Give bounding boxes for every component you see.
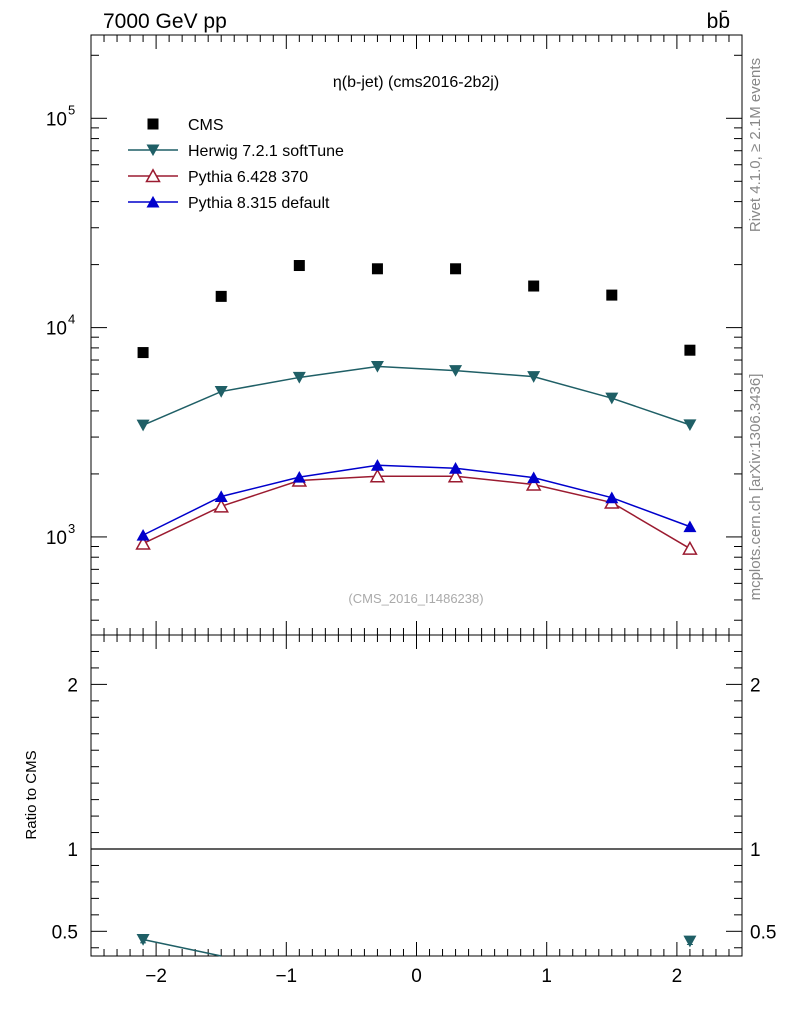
legend-label-cms: CMS <box>188 117 224 134</box>
ratio-ylabel: Ratio to CMS <box>23 750 40 839</box>
pythia-6-428-370-line <box>142 475 691 550</box>
legend-label-herwig-7-2-1-softtune: Herwig 7.2.1 softTune <box>188 143 344 160</box>
ratio-panel: Ratio to CMS 0.5 0.5 1 1 2 2 −2 −1 0 1 2 <box>23 634 776 987</box>
legend-marker-pythia-8-315-default <box>146 195 160 208</box>
mcplots-label: mcplots.cern.ch [arXiv:1306.3436] <box>747 374 764 601</box>
cms-point <box>293 260 305 272</box>
herwig-7-2-1-softtune-ratio-line <box>142 938 222 957</box>
ratio-y-tick-label-left: 0.5 <box>52 922 78 943</box>
herwig-7-2-1-softtune-ratio-point <box>683 935 697 948</box>
x-tick-label: 1 <box>541 966 552 987</box>
herwig-7-2-1-softtune-line <box>142 365 691 426</box>
pythia-6-428-370-point <box>682 540 698 555</box>
legend-marker-pythia-6-428-370 <box>145 168 161 183</box>
herwig-7-2-1-softtune-point <box>683 419 697 432</box>
cms-point <box>606 289 618 301</box>
pythia-6-428-370-point <box>525 476 542 491</box>
main-series <box>135 260 698 555</box>
pythia-8-315-default-point <box>683 520 697 533</box>
pythia-8-315-default-line <box>142 464 691 536</box>
x-tick-label: −1 <box>275 966 297 987</box>
herwig-7-2-1-softtune-point <box>370 360 384 373</box>
cms-point <box>371 263 383 275</box>
chart-title: η(b-jet) (cms2016-2b2j) <box>333 74 499 91</box>
legend-label-pythia-6-428-370: Pythia 6.428 370 <box>188 169 308 186</box>
herwig-7-2-1-softtune-point <box>214 386 228 398</box>
pythia-8-315-default-point <box>449 462 463 474</box>
pythia-8-315-default-point <box>527 471 541 484</box>
pythia-6-428-370-point <box>135 535 151 550</box>
x-tick-label: 2 <box>672 966 683 987</box>
herwig-7-2-1-softtune-point <box>292 371 306 384</box>
analysis-watermark: (CMS_2016_I1486238) <box>348 591 483 606</box>
cms-point <box>528 280 540 292</box>
ratio-y-tick-label-right: 2 <box>750 675 761 696</box>
y-tick-exponent: 4 <box>68 312 75 327</box>
legend: CMS Herwig 7.2.1 softTune Pythia 6.428 370… <box>128 117 344 212</box>
ratio-series <box>136 934 697 957</box>
ratio-frame <box>90 634 743 957</box>
ratio-axis-ticks: 0.5 0.5 1 1 2 2 −2 −1 0 1 2 <box>52 634 776 987</box>
y-tick-label: 10 <box>46 319 67 340</box>
y-tick-exponent: 5 <box>68 102 75 117</box>
ratio-y-tick-label-left: 1 <box>67 840 78 861</box>
pythia-8-315-default-point <box>292 470 306 483</box>
x-tick-label: 0 <box>411 966 422 987</box>
process-label: bb̄ <box>707 10 730 33</box>
ratio-y-tick-label-right: 1 <box>750 840 761 861</box>
cms-point <box>137 347 149 359</box>
x-tick-label: −2 <box>145 966 167 987</box>
herwig-7-2-1-softtune-point <box>527 371 541 383</box>
cms-point <box>684 344 696 356</box>
main-panel: η(b-jet) (cms2016-2b2j) (CMS_2016_I14862… <box>46 34 743 636</box>
herwig-7-2-1-softtune-ratio-point <box>136 934 150 946</box>
cms-point <box>450 263 462 275</box>
herwig-7-2-1-softtune-point <box>449 365 463 377</box>
ratio-y-tick-label-left: 2 <box>67 675 78 696</box>
legend-marker-cms <box>147 118 159 130</box>
pythia-6-428-370-point <box>447 468 464 483</box>
y-tick-label: 10 <box>46 528 67 549</box>
y-tick-label: 10 <box>46 109 67 130</box>
pythia-8-315-default-point <box>605 491 619 504</box>
pythia-6-428-370-point <box>213 498 229 513</box>
pythia-8-315-default-point <box>214 490 228 503</box>
legend-label-pythia-8-315-default: Pythia 8.315 default <box>188 195 330 212</box>
ratio-y-tick-label-right: 0.5 <box>750 922 776 943</box>
herwig-7-2-1-softtune-point <box>136 419 150 432</box>
pythia-8-315-default-point <box>370 459 384 471</box>
cms-point <box>215 290 227 302</box>
rivet-label: Rivet 4.1.0, ≥ 2.1M events <box>747 58 764 232</box>
y-tick-exponent: 3 <box>68 521 75 536</box>
pythia-6-428-370-point <box>369 468 386 483</box>
pythia-8-315-default-point <box>136 528 150 541</box>
herwig-7-2-1-softtune-point <box>605 392 619 405</box>
legend-marker-herwig-7-2-1-softtune <box>146 144 160 157</box>
energy-label: 7000 GeV pp <box>103 10 227 33</box>
